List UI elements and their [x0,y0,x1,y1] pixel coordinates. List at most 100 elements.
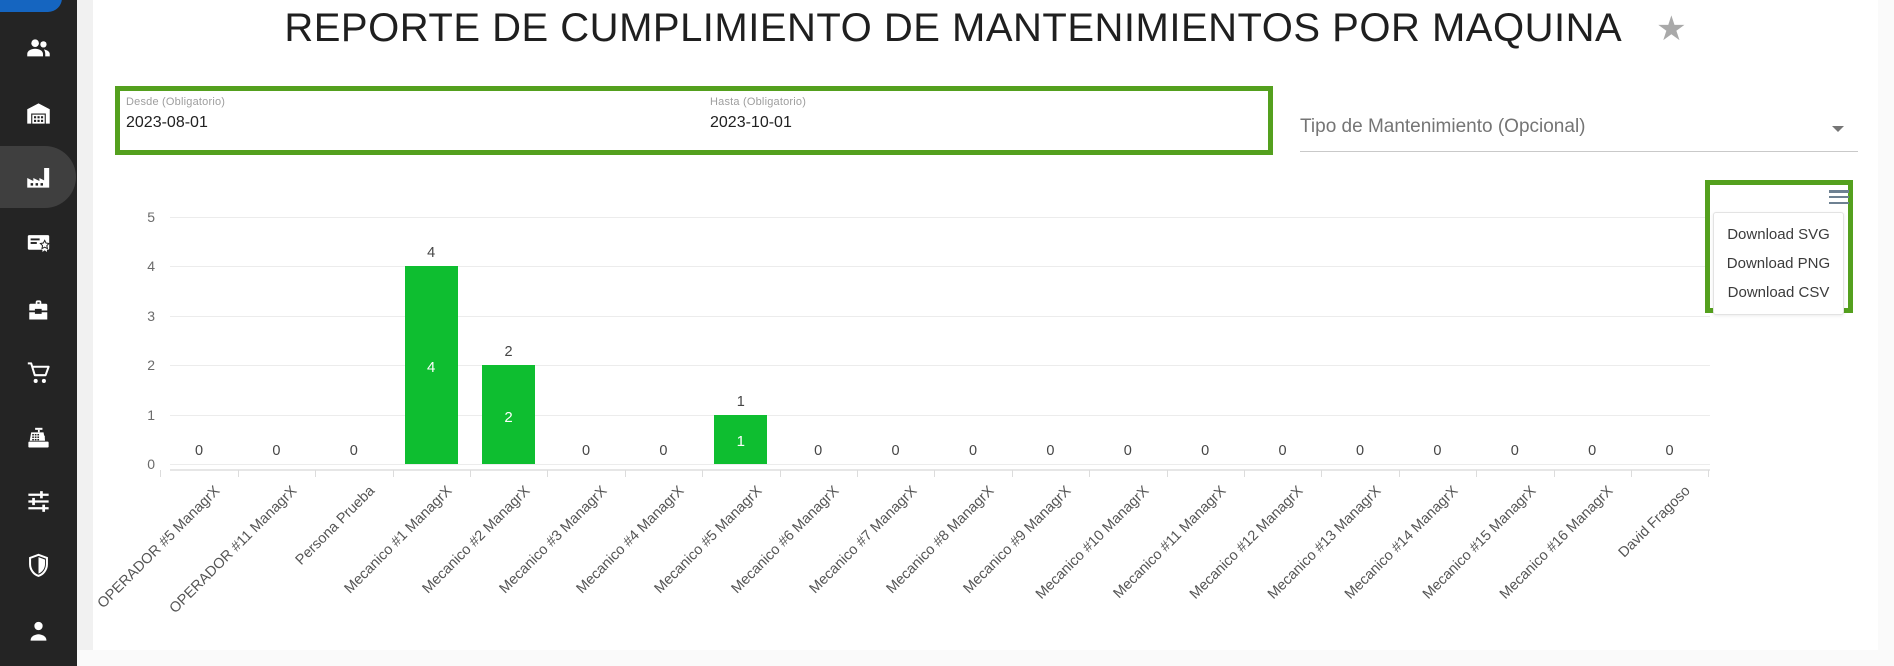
sidebar-item-profile[interactable] [0,599,77,661]
x-axis-tick [779,470,781,477]
warehouse-icon [27,102,50,124]
y-axis-label: 2 [147,357,155,373]
hasta-value[interactable]: 2023-10-01 [710,114,792,131]
x-axis-tick [160,470,162,477]
tune-icon [28,490,49,512]
tipo-mantenimiento-label: Tipo de Mantenimiento (Opcional) [1300,116,1586,137]
bar-chart: 0 1 2 3 4 5 0 OPERADOR #5 ManagrX 0 OPERADOR #11 … [93,160,1878,650]
bar[interactable] [482,365,536,464]
profile-icon [30,621,47,641]
report-card: REPORTE DE CUMPLIMIENTO DE MANTENIMIENTO… [93,0,1878,650]
x-axis-tick [392,470,394,477]
x-axis-tick [702,470,704,477]
x-axis-tick [624,470,626,477]
bar-value-label: 0 [1278,443,1287,459]
bar-value-label: 0 [891,443,900,459]
bar-value-label-inside: 4 [427,359,436,376]
hasta-date-field[interactable]: Hasta (Obligatorio) 2023-10-01 [710,96,806,132]
desde-date-field[interactable]: Desde (Obligatorio) 2023-08-01 [126,96,225,132]
bar-value-label: 0 [1588,443,1597,459]
x-axis-category-label: OPERADOR #5 ManagrX [94,483,224,612]
bar-value-label: 0 [194,443,204,459]
active-route-indicator [0,0,62,12]
sidebar-item-users[interactable] [0,17,77,79]
toolbox-icon [29,299,48,319]
x-axis-tick [1476,470,1478,477]
x-axis-tick [1011,470,1013,477]
active-item-highlight [0,146,76,208]
y-axis-label: 5 [147,208,155,225]
download-menu: Download SVG Download PNG Download CSV [1713,212,1844,315]
x-axis-category-label: David Fragoso [1615,483,1694,561]
hasta-label: Hasta (Obligatorio) [710,96,807,108]
menu-item-svg[interactable]: Download SVG [1727,226,1830,243]
bar-value-label: 0 [581,443,591,459]
menu-item-csv[interactable]: Download CSV [1727,284,1830,301]
bar-value-label: 0 [1046,443,1055,459]
gridline [170,315,1710,317]
gridline [170,216,1710,218]
bar-value-label: 0 [1665,443,1674,459]
bar-value-label: 0 [1433,443,1442,459]
sidebar [0,0,77,666]
menu-item-png[interactable]: Download PNG [1726,255,1831,272]
chevron-down-icon [1832,126,1844,132]
x-axis-tick [1089,470,1091,477]
x-axis-tick [1321,470,1323,477]
x-axis-tick [1243,470,1245,477]
cash-register-icon [28,427,49,447]
desde-label: Desde (Obligatorio) [126,96,226,108]
gridline [170,266,1710,267]
bar[interactable] [404,266,458,464]
sidebar-item-toolbox[interactable] [0,279,77,341]
bar-value-label: 0 [968,443,978,459]
x-axis-tick [315,470,317,477]
users-icon [27,38,50,56]
x-axis-tick [856,470,858,477]
x-axis-category-label: OPERADOR #11 ManagrX [167,483,301,617]
sidebar-item-security[interactable] [0,534,77,596]
sidebar-item-cash-register[interactable] [0,407,77,469]
y-axis-label: 4 [147,258,155,274]
factory-icon [27,167,50,188]
gridline [170,414,1710,416]
y-axis-label: 0 [147,456,155,472]
titlebar: REPORTE DE CUMPLIMIENTO DE MANTENIMIENTO… [93,6,1878,51]
bar-value-label: 0 [349,443,358,459]
bar-value-label: 0 [659,443,668,459]
x-axis-line [170,469,1710,471]
x-axis-tick [1553,470,1555,477]
gridline [170,464,1710,465]
sidebar-item-settings[interactable] [0,470,77,532]
bar[interactable] [714,414,768,464]
x-axis-tick [1708,470,1710,477]
dates-annotation-box [115,86,1273,155]
page-title: REPORTE DE CUMPLIMIENTO DE MANTENIMIENTO… [284,6,1623,50]
x-axis-category-label: Persona Prueba [292,483,379,569]
desde-value[interactable]: 2023-08-01 [126,114,208,131]
x-axis-tick [934,470,936,477]
sidebar-item-warehouse[interactable] [0,82,77,144]
bar-value-label: 0 [272,443,281,459]
x-axis-tick [1166,470,1168,477]
select-underline [1300,151,1858,152]
x-axis-tick [469,470,471,477]
tipo-mantenimiento-select[interactable]: Tipo de Mantenimiento (Opcional) [1300,108,1858,152]
hamburger-menu-icon[interactable] [1829,190,1849,205]
bar-value-label: 0 [1510,443,1519,459]
bar-value-label: 0 [814,443,823,459]
bar-value-label: 0 [1355,443,1365,459]
bar-value-label: 2 [504,344,513,360]
bottom-gutter [77,650,1894,666]
y-axis-label: 1 [147,406,155,423]
favorite-star-icon[interactable]: ★ [1656,9,1687,48]
x-axis-tick [1398,470,1400,477]
sidebar-item-production[interactable] [0,146,77,208]
sidebar-item-certificates[interactable] [0,212,77,274]
bar-value-label: 4 [427,245,436,261]
sidebar-item-cart[interactable] [0,342,77,404]
bar-value-label-inside: 1 [736,433,745,451]
right-gutter [1878,0,1894,666]
y-axis-label: 3 [147,307,155,324]
bar-value-label: 1 [736,393,745,410]
